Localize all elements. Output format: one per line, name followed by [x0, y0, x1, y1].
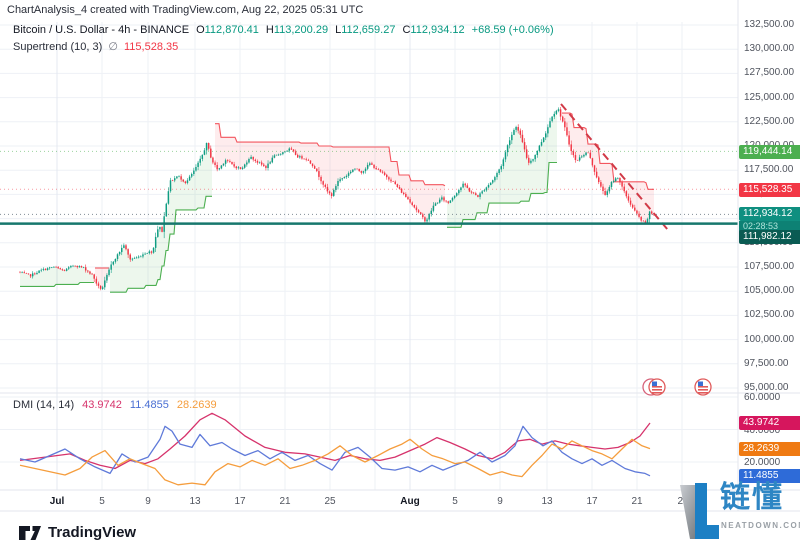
- last-price-badge: 112,934.12: [739, 207, 800, 221]
- time-axis-label[interactable]: 17: [586, 496, 598, 507]
- price-axis-label[interactable]: 130,000.00: [744, 43, 795, 55]
- time-axis-label[interactable]: 25: [677, 496, 689, 507]
- change-value: +68.59 (+0.06%): [471, 24, 554, 36]
- symbol-title: Bitcoin / U.S. Dollar - 4h - BINANCE: [13, 24, 190, 36]
- dmi-value-badge: 28.2639: [739, 441, 800, 456]
- event-flag-icon[interactable]: [642, 378, 666, 396]
- supertrend-legend[interactable]: Supertrend (10, 3) ∅ 115,528.35: [13, 40, 178, 53]
- price-axis-label[interactable]: 100,000.00: [744, 333, 795, 345]
- dmi-value: 28.2639: [176, 399, 217, 411]
- time-axis-label[interactable]: 25: [324, 496, 336, 507]
- supertrend-up-price-badge: 119,444.14: [739, 145, 800, 159]
- dmi-values: 43.9742 11.4855 28.2639: [74, 399, 216, 411]
- dmi-axis-label[interactable]: 60.0000: [744, 392, 781, 403]
- ohlc-letter: O: [196, 24, 205, 36]
- symbol-legend[interactable]: Bitcoin / U.S. Dollar - 4h - BINANCE O112…: [13, 24, 554, 36]
- tradingview-logo-icon: [19, 526, 41, 540]
- neatdown-watermark: 链懂 NEATDOWN.COM: [668, 477, 800, 547]
- tradingview-logo[interactable]: TradingView: [18, 521, 136, 543]
- time-axis-label[interactable]: 13: [189, 496, 201, 507]
- time-axis-label[interactable]: Jul: [49, 496, 65, 507]
- dmi-name: DMI (14, 14): [13, 399, 75, 411]
- dmi-value: 11.4855: [129, 399, 169, 411]
- time-axis-label[interactable]: 5: [452, 496, 458, 507]
- ohlc-letter: C: [402, 24, 411, 36]
- tradingview-logo-text: TradingView: [48, 523, 137, 541]
- ohlc-value: 112,870.41: [204, 24, 259, 36]
- ohlc-value: 112,934.12: [410, 24, 465, 36]
- time-axis-label[interactable]: Aug: [400, 496, 420, 507]
- ohlc-letter: L: [335, 24, 342, 36]
- candlestick-series: [19, 107, 655, 291]
- average-symbol: ∅: [108, 41, 118, 53]
- horizontal-line-price-badge: 111,982.12: [739, 230, 800, 244]
- price-axis-label[interactable]: 102,500.00: [744, 309, 795, 321]
- price-axis-label[interactable]: 125,000.00: [744, 91, 795, 103]
- price-axis-label[interactable]: 97,500.00: [744, 357, 789, 369]
- price-axis-label[interactable]: 107,500.00: [744, 261, 795, 272]
- price-axis-label[interactable]: 117,500.00: [744, 164, 794, 176]
- time-axis-label[interactable]: 9: [497, 496, 503, 507]
- dmi-value-badge: 11.4855: [739, 468, 800, 483]
- chart-canvas[interactable]: [0, 0, 800, 515]
- time-axis-label[interactable]: 17: [234, 496, 246, 507]
- dmi-legend[interactable]: DMI (14, 14) 43.9742 11.4855 28.2639: [13, 399, 217, 411]
- ohlc-values: O112,870.41 H113,200.29 L112,659.27 C112,93…: [189, 24, 465, 36]
- time-axis-label[interactable]: 13: [541, 496, 553, 507]
- price-axis-label[interactable]: 122,500.00: [744, 115, 795, 127]
- bar-countdown: 02:28:53: [739, 221, 800, 232]
- time-axis-label[interactable]: 9: [145, 496, 151, 507]
- supertrend-value: 115,528.35: [124, 41, 179, 53]
- price-axis-label[interactable]: 132,500.00: [744, 19, 795, 30]
- time-axis-label[interactable]: 21: [279, 496, 291, 507]
- dmi-value-badge: 43.9742: [739, 416, 800, 431]
- price-axis-label[interactable]: 95,000.00: [744, 382, 789, 393]
- export-title: ChartAnalysis_4 created with TradingView…: [7, 4, 364, 16]
- time-axis-label[interactable]: 5: [99, 496, 105, 507]
- price-axis-label[interactable]: 105,000.00: [744, 285, 795, 297]
- watermark-cn-text: 链懂: [720, 480, 784, 515]
- ohlc-value: 112,659.27: [341, 24, 396, 36]
- dmi-axis-label[interactable]: 20.0000: [744, 457, 781, 468]
- price-axis-label[interactable]: 127,500.00: [744, 67, 795, 79]
- time-axis-label[interactable]: 21: [631, 496, 643, 507]
- neatdown-logo-icon: [680, 483, 719, 539]
- watermark-domain: NEATDOWN.COM: [721, 521, 800, 530]
- supertrend-name: Supertrend (10, 3): [13, 41, 103, 53]
- event-flag-icon[interactable]: [694, 378, 712, 396]
- ohlc-letter: H: [265, 24, 274, 36]
- ohlc-value: 113,200.29: [273, 24, 329, 36]
- dmi-value: 43.9742: [82, 399, 122, 411]
- supertrend-down-price-badge: 115,528.35: [739, 183, 800, 197]
